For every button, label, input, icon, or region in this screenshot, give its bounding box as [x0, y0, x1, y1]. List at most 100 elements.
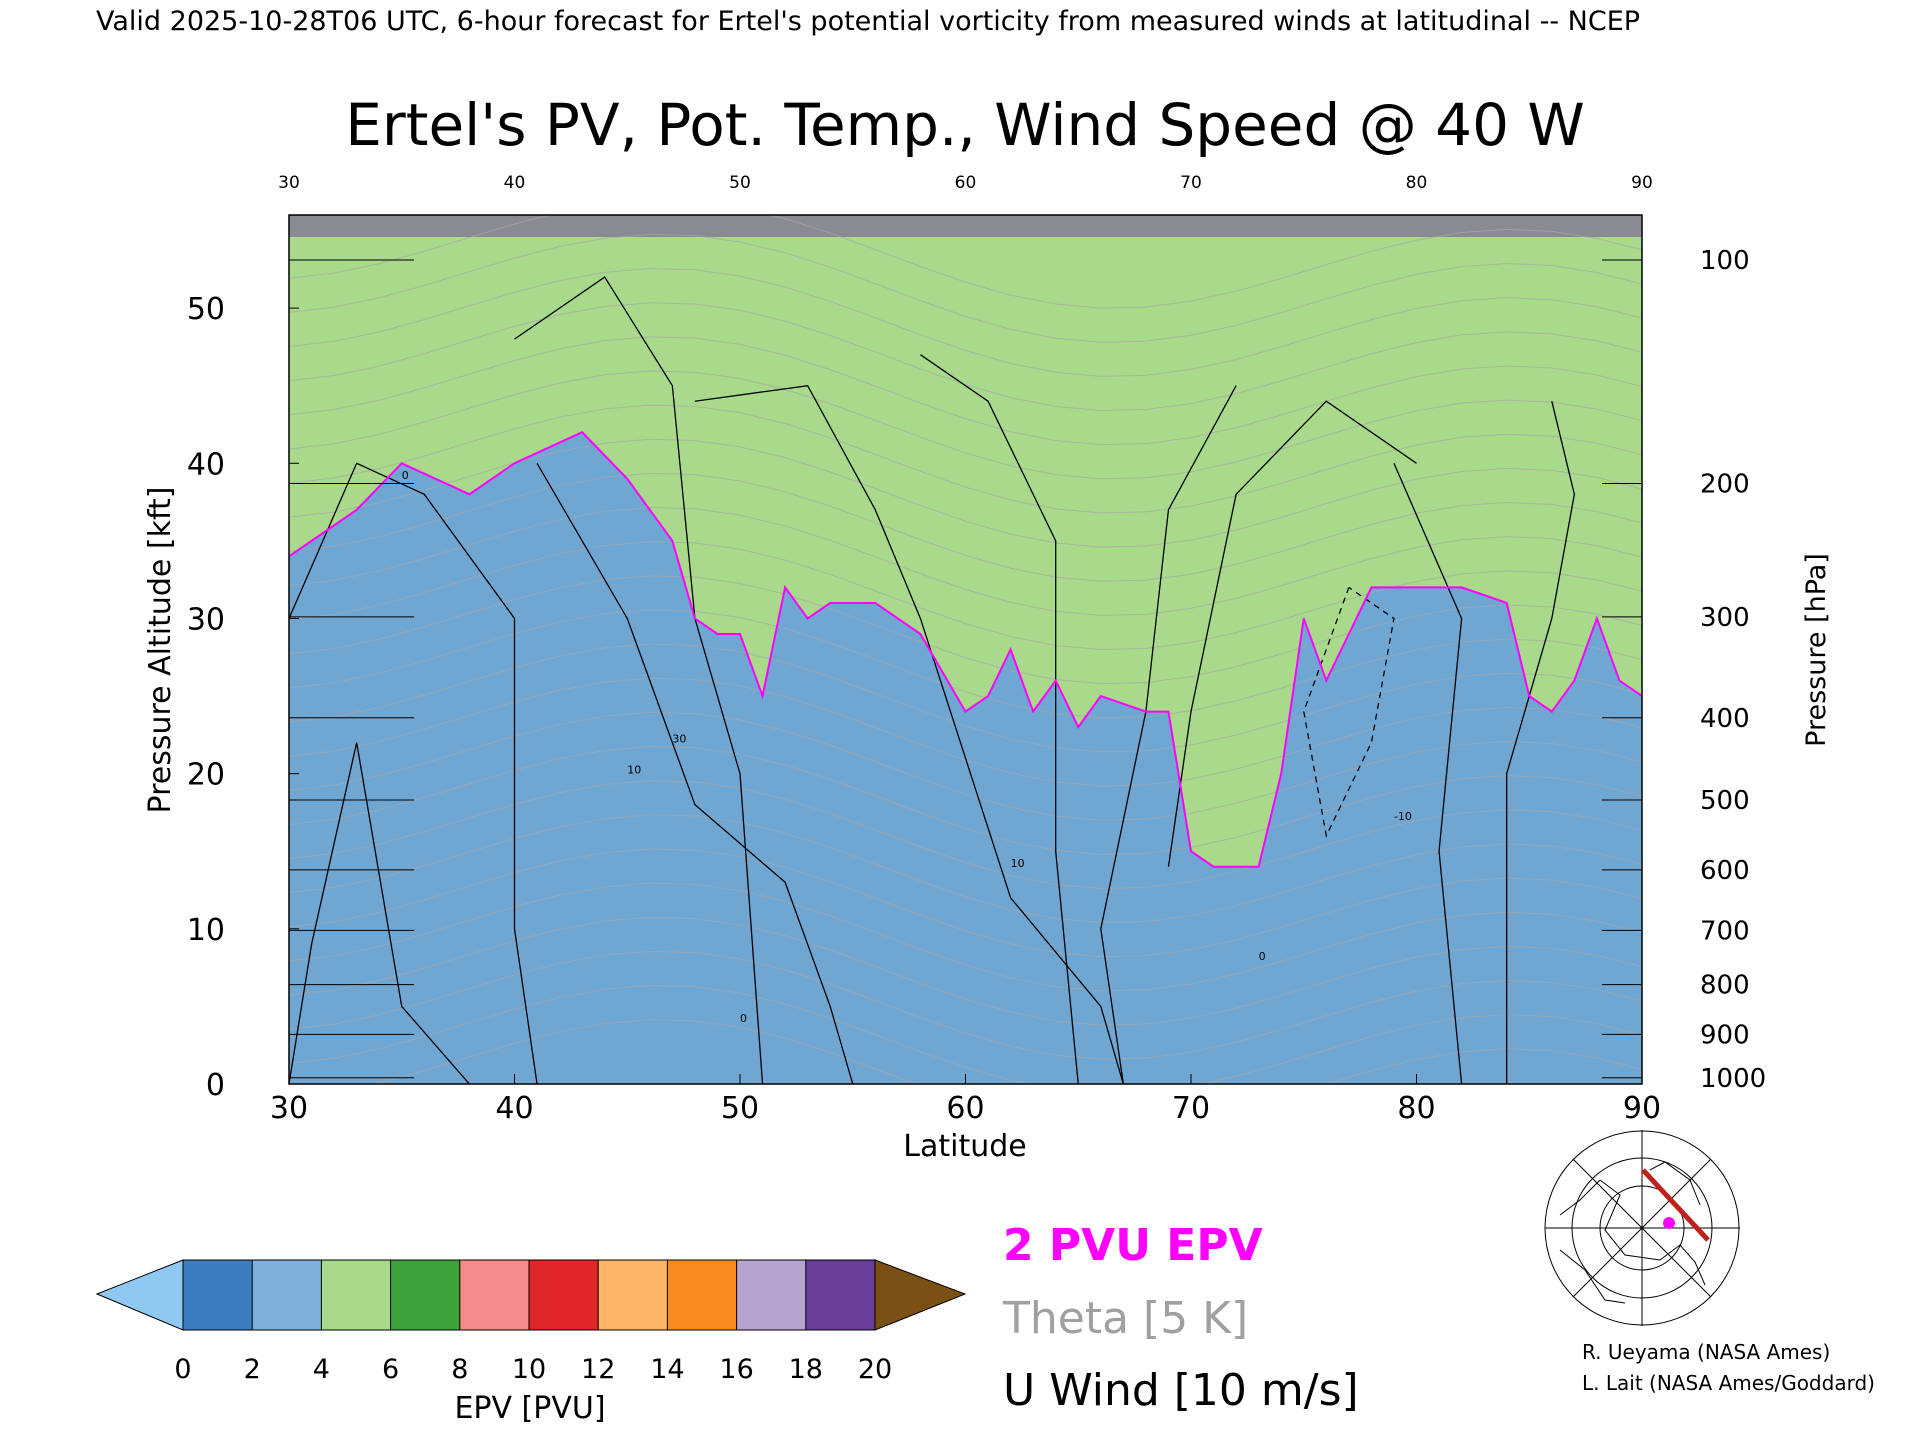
y-tick-label: 30: [187, 602, 225, 637]
credit-1: R. Ueyama (NASA Ames): [1582, 1340, 1830, 1364]
plot-area: 0 0 10 10 30 -10 0: [288, 214, 1643, 1085]
y-axis-left: 0 10 20 30 40 50: [187, 292, 299, 1103]
theta-contour: [289, 233, 1642, 343]
colorbar-tick-label: 16: [719, 1354, 753, 1385]
colorbar-cell: [320, 1259, 392, 1331]
x-top-tick-label: 30: [278, 173, 300, 193]
colorbar-over-arrow: [874, 1259, 967, 1331]
y-tick-label: 40: [187, 447, 225, 482]
theta-contour: [289, 984, 1642, 1084]
theta-contour: [289, 575, 1642, 685]
pressure-tick-label: 500: [1700, 786, 1750, 816]
contour-label: 10: [627, 764, 641, 777]
x-tick-label: 50: [721, 1091, 759, 1126]
y-axis-left-label: Pressure Altitude [kft]: [143, 487, 178, 814]
colorbar-cell: [528, 1259, 600, 1331]
pressure-tick-label: 400: [1700, 704, 1750, 734]
contour-label: 10: [1011, 857, 1025, 870]
colorbar-tick-label: 2: [244, 1354, 261, 1385]
x-top-tick-label: 60: [955, 173, 977, 193]
colorbar-tick-label: 4: [313, 1354, 330, 1385]
legend-pv-label: 2 PVU EPV: [1003, 1220, 1263, 1271]
pressure-tick-label: 100: [1700, 246, 1750, 276]
pressure-tick-label: 300: [1700, 603, 1750, 633]
locator-transect: [1641, 1168, 1710, 1242]
x-tick-label: 90: [1623, 1091, 1661, 1126]
wind-contour: [1393, 463, 1463, 1084]
credit-2: L. Lait (NASA Ames/Goddard): [1582, 1371, 1875, 1395]
legend-theta-label: Theta [5 K]: [1002, 1293, 1248, 1344]
colorbar-cell: [459, 1259, 530, 1331]
pv-2pvu-line: [289, 431, 1642, 868]
contour-label: -10: [1394, 810, 1412, 823]
y-tick-label: 50: [187, 292, 225, 327]
wind-contour: [920, 354, 1079, 1084]
theta-contour: [289, 370, 1642, 480]
x-top-tick-label: 50: [729, 173, 751, 193]
colorbar-cell: [597, 1259, 669, 1331]
theta-contour: [289, 302, 1642, 412]
theta-contour: [289, 916, 1642, 1026]
x-top-tick-label: 80: [1406, 173, 1428, 193]
locator-point: [1663, 1217, 1675, 1229]
wind-contour: [694, 384, 1124, 1084]
colorbar: 0 2 4 6 8 10 12 14 16 18 20 EPV [PVU]: [95, 1259, 967, 1426]
pressure-tick-label: 600: [1700, 856, 1750, 886]
x-top-tick-label: 40: [504, 173, 526, 193]
x-tick-label: 70: [1172, 1091, 1210, 1126]
x-axis-top: 30 40 50 60 70 80 90: [278, 173, 1653, 193]
wind-contour: [1167, 400, 1417, 867]
contour-label: 0: [1259, 950, 1266, 963]
colorbar-tick-label: 8: [451, 1354, 468, 1385]
theta-contour: [289, 507, 1642, 616]
pressure-tick-label: 1000: [1700, 1064, 1766, 1094]
contour-label: 0: [740, 1012, 747, 1025]
x-tick-label: 80: [1397, 1091, 1435, 1126]
colorbar-cell: [182, 1259, 254, 1331]
contour-label: 0: [402, 469, 409, 482]
wind-contour: [1506, 401, 1576, 1084]
colorbar-tick-label: 20: [858, 1354, 892, 1385]
wind-contour: [289, 742, 470, 1084]
colorbar-cell: [805, 1259, 876, 1331]
colorbar-cell: [390, 1259, 461, 1331]
y-tick-label: 10: [187, 913, 225, 948]
theta-contour: [371, 1019, 1642, 1084]
x-tick-label: 40: [495, 1091, 533, 1126]
pv-band-top: [289, 215, 1642, 237]
legend: 2 PVU EPV Theta [5 K] U Wind [10 m/s]: [1002, 1220, 1359, 1416]
x-tick-label: 60: [946, 1091, 984, 1126]
theta-contour: [289, 472, 1642, 582]
colorbar-tick-label: 6: [382, 1354, 399, 1385]
colorbar-cell: [736, 1259, 807, 1331]
theta-contour: [289, 950, 1642, 1060]
pressure-tick-label: 900: [1700, 1020, 1750, 1050]
colorbar-tick-label: 10: [512, 1354, 546, 1385]
wind-contour: [514, 276, 764, 1084]
theta-contour: [289, 541, 1642, 651]
theta-contour: [289, 215, 1642, 309]
legend-wind-label: U Wind [10 m/s]: [1003, 1365, 1359, 1416]
valid-line: Valid 2025-10-28T06 UTC, 6-hour forecast…: [96, 6, 1640, 37]
y-axis-right-label: Pressure [hPa]: [1801, 553, 1832, 747]
colorbar-tick-label: 0: [174, 1354, 191, 1385]
colorbar-under-arrow: [95, 1259, 184, 1331]
pv-band: [289, 215, 1642, 867]
pressure-tick-label: 800: [1700, 971, 1750, 1001]
y-axis-right: 100 200 300 400 500 600 700 800 900 1000: [1602, 246, 1766, 1094]
pressure-tick-label: 200: [1700, 469, 1750, 499]
contour-label: 30: [672, 733, 686, 746]
colorbar-tick-label: 12: [581, 1354, 615, 1385]
theta-contour: [289, 404, 1642, 514]
x-axis-bottom: 30 40 50 60 70 80 90: [270, 1074, 1661, 1126]
wind-contour: [536, 462, 854, 1084]
colorbar-cell: [666, 1259, 738, 1331]
wind-contour: [289, 462, 538, 1084]
locator-map: [1544, 1130, 1740, 1326]
y-tick-label: 0: [206, 1068, 225, 1103]
theta-contour: [289, 336, 1642, 446]
chart-title: Ertel's PV, Pot. Temp., Wind Speed @ 40 …: [345, 91, 1585, 159]
colorbar-label: EPV [PVU]: [454, 1391, 605, 1426]
x-axis-label: Latitude: [903, 1129, 1026, 1164]
pressure-tick-label: 700: [1700, 916, 1750, 946]
